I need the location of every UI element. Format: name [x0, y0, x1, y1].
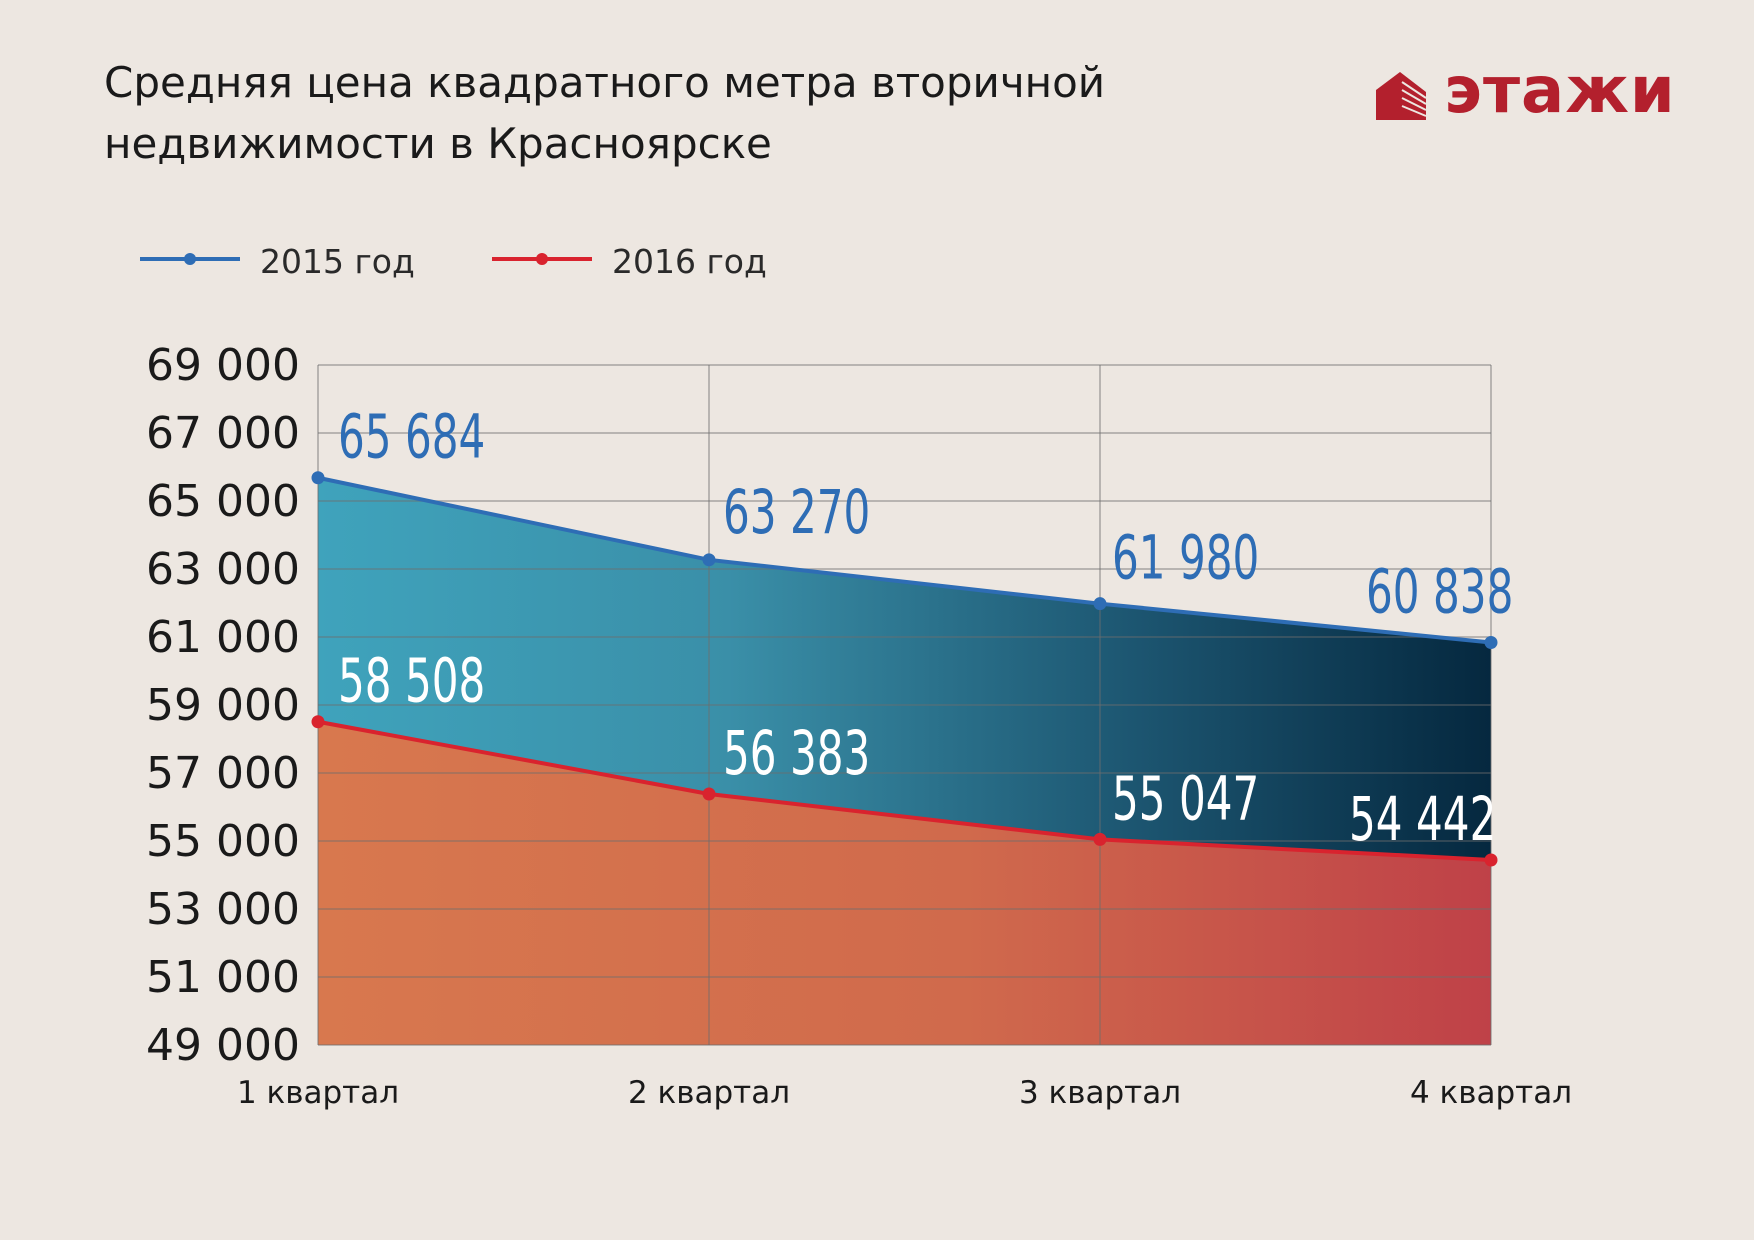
x-tick-label: 2 квартал	[628, 1075, 790, 1111]
legend-label-2015: 2015 год	[260, 242, 415, 281]
data-point	[1484, 853, 1498, 867]
data-point	[311, 715, 325, 729]
building-logo-icon	[1376, 72, 1427, 120]
series-line-2016	[317, 719, 1492, 862]
legend-label-2016: 2016 год	[612, 242, 767, 281]
area-2016	[318, 721, 1491, 1045]
etazhi-logo: этажи	[1374, 54, 1689, 132]
data-label: 55 047	[1112, 765, 1259, 835]
x-tick-label: 4 квартал	[1410, 1075, 1572, 1111]
chart-title: Средняя цена квадратного метра вторичной…	[104, 52, 1254, 174]
x-tick-label: 3 квартал	[1019, 1075, 1181, 1111]
series-line-2015	[317, 475, 1492, 645]
data-point	[1484, 636, 1498, 650]
data-point	[1093, 832, 1107, 846]
data-label: 65 684	[338, 403, 485, 473]
data-label: 61 980	[1112, 524, 1259, 594]
legend-swatch-blue-icon	[140, 253, 240, 265]
logo-wordmark: этажи	[1444, 54, 1676, 128]
y-tick-label: 49 000	[146, 1020, 300, 1071]
data-label: 63 270	[723, 478, 870, 548]
chart-title-line-1: Средняя цена квадратного метра вторичной	[104, 58, 1106, 107]
chart-title-line-2: недвижимости в Красноярске	[104, 119, 772, 168]
data-point	[702, 553, 716, 567]
y-tick-label: 53 000	[146, 884, 300, 935]
data-label: 54 442	[1349, 785, 1496, 855]
y-tick-label: 59 000	[146, 680, 300, 731]
y-tick-label: 63 000	[146, 544, 300, 595]
y-tick-label: 61 000	[146, 612, 300, 663]
data-point	[1093, 597, 1107, 611]
data-point	[702, 787, 716, 801]
data-label: 58 508	[338, 647, 485, 717]
y-tick-label: 69 000	[146, 340, 300, 391]
y-tick-label: 67 000	[146, 408, 300, 459]
y-tick-label: 57 000	[146, 748, 300, 799]
y-tick-label: 51 000	[146, 952, 300, 1003]
x-tick-label: 1 квартал	[237, 1075, 399, 1111]
data-label: 60 838	[1366, 558, 1513, 628]
legend-swatch-red-icon	[492, 253, 592, 265]
area-2015	[318, 477, 1491, 860]
data-point	[311, 471, 325, 485]
y-tick-label: 65 000	[146, 476, 300, 527]
y-tick-label: 55 000	[146, 816, 300, 867]
data-label: 56 383	[723, 719, 870, 789]
